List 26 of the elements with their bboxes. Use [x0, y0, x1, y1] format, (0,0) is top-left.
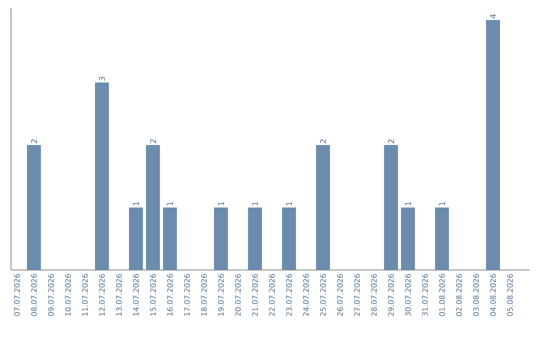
- bar: [248, 208, 262, 270]
- bar: [316, 145, 330, 270]
- bar: [401, 208, 415, 270]
- data-label: 1: [439, 202, 445, 206]
- bar: [128, 208, 143, 270]
- bar: [435, 208, 449, 270]
- bar: [384, 145, 398, 270]
- data-label: 1: [252, 202, 258, 206]
- data-label: 2: [388, 140, 394, 144]
- data-label: 1: [286, 202, 292, 206]
- data-label: 2: [30, 140, 37, 144]
- bar: [282, 208, 296, 270]
- data-label: 3: [98, 76, 105, 81]
- data-label: 2: [320, 140, 326, 144]
- data-label: 1: [405, 202, 411, 206]
- data-label: 2: [150, 140, 156, 144]
- bar: [146, 145, 160, 270]
- data-label: 1: [167, 202, 173, 206]
- bar: [162, 208, 177, 270]
- bar: [214, 208, 228, 270]
- bar: [26, 145, 41, 270]
- bar: [94, 82, 109, 270]
- data-label: 1: [133, 202, 139, 206]
- data-label: 4: [490, 14, 496, 18]
- bar: [486, 20, 500, 270]
- data-label: 1: [218, 202, 224, 206]
